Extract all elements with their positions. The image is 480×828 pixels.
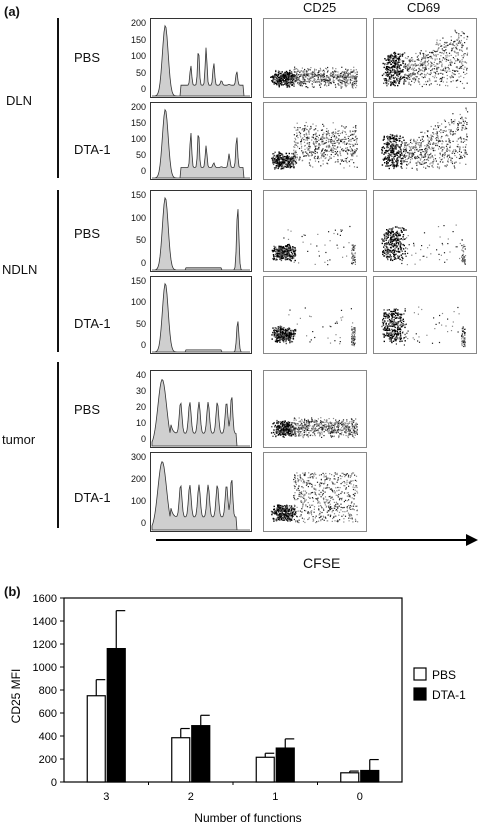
hist-ytick-label: 200 bbox=[130, 474, 146, 484]
bar-pbs bbox=[86, 695, 106, 783]
group-label-dln: DLN bbox=[6, 93, 33, 108]
y-tick-label: 400 bbox=[39, 731, 57, 743]
cd25-dot-plot bbox=[263, 452, 367, 532]
hist-ytick-label: 10 bbox=[135, 418, 146, 428]
x-tick-label: 1 bbox=[272, 791, 278, 803]
hist-ytick-label: 150 bbox=[130, 118, 146, 128]
cd69-dot-plot bbox=[373, 18, 477, 98]
panel-a-label: (a) bbox=[4, 4, 20, 19]
hist-ytick-label: 200 bbox=[130, 18, 146, 28]
hist-ytick-label: 0 bbox=[140, 258, 146, 268]
row-label-tumor-dta1: DTA-1 bbox=[74, 490, 111, 505]
cd69-dot-plot bbox=[373, 190, 477, 272]
bar-pbs bbox=[340, 772, 360, 783]
hist-ytick-label: 0 bbox=[140, 340, 146, 350]
y-tick-label: 1600 bbox=[33, 593, 57, 605]
cd25-dot-plot bbox=[263, 370, 367, 448]
hist-ytick-label: 150 bbox=[130, 190, 146, 200]
y-tick-label: 800 bbox=[39, 685, 57, 697]
cfse-histogram bbox=[150, 102, 252, 180]
bar-dta-1 bbox=[275, 747, 295, 783]
hist-ytick-label: 0 bbox=[140, 84, 146, 94]
hist-ytick-label: 50 bbox=[135, 67, 146, 78]
y-tick-label: 1400 bbox=[33, 616, 57, 628]
hist-ytick-label: 0 bbox=[140, 434, 146, 444]
cfse-histogram bbox=[150, 190, 252, 272]
cfse-histogram bbox=[150, 370, 252, 448]
hist-ytick-label: 30 bbox=[135, 386, 146, 396]
y-tick-label: 600 bbox=[39, 708, 57, 720]
bar-dta-1 bbox=[191, 725, 211, 783]
cfse-histogram bbox=[150, 452, 252, 532]
hist-ytick-label: 150 bbox=[130, 34, 146, 45]
cd25-dot-plot bbox=[263, 276, 367, 354]
cd69-dot-plot bbox=[373, 102, 477, 180]
hist-ytick-label: 300 bbox=[130, 452, 146, 462]
x-tick-label: 0 bbox=[357, 791, 363, 803]
bar-dta-1 bbox=[106, 647, 126, 783]
hist-ytick-label: 150 bbox=[130, 276, 146, 286]
legend-label: DTA-1 bbox=[432, 688, 466, 702]
cfse-axis-label: CFSE bbox=[303, 555, 341, 571]
hist-ytick-label: 200 bbox=[130, 102, 146, 112]
hist-ytick-label: 50 bbox=[135, 150, 146, 160]
legend-swatch bbox=[413, 667, 427, 681]
y-tick-label: 200 bbox=[39, 754, 57, 766]
hist-ytick-label: 100 bbox=[130, 134, 146, 144]
row-label-ndln-pbs: PBS bbox=[74, 226, 101, 241]
x-axis-label: Number of functions bbox=[194, 811, 301, 825]
hist-ytick-label: 100 bbox=[130, 297, 146, 308]
col-header-cd69: CD69 bbox=[407, 0, 441, 15]
y-tick-label: 0 bbox=[51, 777, 57, 789]
hist-ytick-label: 0 bbox=[140, 518, 146, 528]
hist-ytick-label: 20 bbox=[135, 402, 146, 412]
group-label-tumor: tumor bbox=[2, 432, 36, 447]
group-bracket-tumor bbox=[57, 362, 59, 528]
legend-label: PBS bbox=[432, 668, 456, 682]
y-tick-label: 1200 bbox=[33, 639, 57, 651]
hist-ytick-label: 40 bbox=[135, 370, 146, 380]
panel-b-label: (b) bbox=[4, 584, 21, 599]
cd25-dot-plot bbox=[263, 18, 367, 98]
cd69-dot-plot bbox=[373, 276, 477, 354]
bar-dta-1 bbox=[360, 769, 380, 783]
cfse-histogram bbox=[150, 276, 252, 354]
row-label-ndln-dta1: DTA-1 bbox=[74, 316, 111, 331]
col-header-cd25: CD25 bbox=[303, 0, 337, 15]
group-bracket-ndln bbox=[57, 190, 59, 352]
hist-ytick-label: 100 bbox=[130, 212, 146, 223]
cd25-mfi-bar-chart: CD25 MFI Number of functions 0 200 400 600 8… bbox=[9, 593, 466, 825]
row-label-dln-pbs: PBS bbox=[74, 50, 101, 65]
x-tick-label: 2 bbox=[188, 791, 194, 803]
bar-pbs bbox=[171, 737, 191, 783]
row-label-dln-dta1: DTA-1 bbox=[74, 142, 111, 157]
group-bracket-dln bbox=[57, 18, 59, 178]
hist-ytick-label: 100 bbox=[130, 51, 146, 61]
hist-ytick-label: 50 bbox=[135, 235, 146, 246]
y-tick-label: 1000 bbox=[33, 662, 57, 674]
cd25-dot-plot bbox=[263, 190, 367, 272]
y-axis-label: CD25 MFI bbox=[9, 669, 23, 724]
row-label-tumor-pbs: PBS bbox=[74, 402, 101, 417]
bar-pbs bbox=[255, 756, 275, 783]
hist-ytick-label: 50 bbox=[135, 318, 146, 329]
group-label-ndln: NDLN bbox=[2, 262, 38, 277]
hist-ytick-label: 100 bbox=[130, 496, 146, 506]
x-tick-label: 3 bbox=[103, 791, 109, 803]
hist-ytick-label: 0 bbox=[140, 166, 146, 176]
cd25-dot-plot bbox=[263, 102, 367, 180]
cfse-histogram bbox=[150, 18, 252, 98]
cfse-arrow bbox=[156, 534, 478, 546]
legend-swatch bbox=[413, 687, 427, 701]
